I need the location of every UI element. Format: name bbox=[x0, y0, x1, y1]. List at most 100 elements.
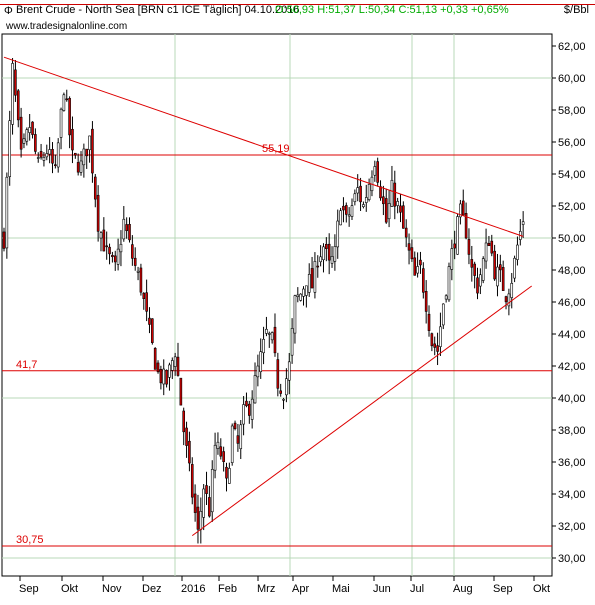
candle-body-60 bbox=[173, 356, 177, 367]
x-tick-label-2: Nov bbox=[102, 583, 122, 595]
candle-body-42 bbox=[122, 218, 126, 240]
candle-body-126 bbox=[362, 204, 365, 207]
candle-body-29 bbox=[85, 148, 89, 157]
candle-body-159 bbox=[456, 216, 459, 255]
candle-body-81 bbox=[233, 422, 237, 429]
candle-body-145 bbox=[416, 266, 419, 274]
candle-body-22 bbox=[65, 98, 69, 101]
y-tick-label-4: 38,00 bbox=[558, 425, 586, 437]
candle-body-88 bbox=[253, 375, 257, 404]
plot-frame bbox=[1, 33, 553, 577]
candle-body-94 bbox=[270, 332, 274, 341]
x-tick-label-4: 2016 bbox=[181, 583, 205, 595]
candle-body-28 bbox=[82, 148, 86, 166]
candle-body-162 bbox=[464, 213, 468, 239]
level-label-2: 30,75 bbox=[16, 534, 44, 546]
candle-body-91 bbox=[262, 338, 265, 354]
y-tick-label-9: 48,00 bbox=[558, 265, 586, 277]
candle-body-111 bbox=[319, 256, 322, 263]
candle-body-30 bbox=[88, 135, 91, 151]
candle-body-7 bbox=[22, 138, 26, 144]
candle-body-85 bbox=[245, 400, 248, 407]
candle-body-171 bbox=[490, 240, 494, 254]
candle-body-178 bbox=[510, 283, 514, 298]
candle-body-57 bbox=[165, 369, 168, 385]
candle-body-78 bbox=[225, 466, 228, 479]
candle-body-133 bbox=[382, 196, 385, 205]
y-tick-label-14: 58,00 bbox=[558, 105, 586, 117]
candle-body-109 bbox=[313, 261, 317, 293]
candle-body-95 bbox=[273, 326, 277, 354]
candle-body-83 bbox=[239, 424, 243, 450]
candle-body-146 bbox=[419, 259, 422, 266]
candle-body-143 bbox=[410, 247, 414, 260]
candle-body-33 bbox=[96, 194, 100, 232]
x-tick-label-1: Okt bbox=[61, 583, 78, 595]
candle-body-49 bbox=[142, 292, 146, 299]
level-label-1: 41,7 bbox=[16, 359, 37, 371]
candle-body-161 bbox=[461, 200, 465, 216]
candle-body-108 bbox=[310, 268, 314, 289]
candle-body-172 bbox=[493, 250, 496, 280]
candle-body-17 bbox=[51, 149, 54, 164]
candle-body-90 bbox=[259, 351, 263, 373]
candle-body-70 bbox=[202, 488, 205, 518]
candle-body-130 bbox=[373, 166, 377, 176]
y-tick-label-5: 40,00 bbox=[558, 393, 586, 405]
y-tick-label-15: 60,00 bbox=[558, 73, 586, 85]
candle-body-44 bbox=[128, 223, 131, 241]
candle-body-36 bbox=[105, 245, 108, 248]
candle-body-80 bbox=[230, 425, 234, 463]
candle-body-114 bbox=[327, 243, 331, 261]
candle-body-45 bbox=[131, 244, 134, 259]
candle-body-103 bbox=[296, 294, 300, 297]
candle-body-5 bbox=[16, 90, 20, 121]
candle-body-69 bbox=[199, 510, 203, 530]
candle-body-62 bbox=[179, 377, 183, 406]
candle-body-107 bbox=[307, 274, 311, 293]
candle-body-151 bbox=[433, 343, 437, 348]
candle-body-113 bbox=[325, 243, 328, 250]
candle-body-39 bbox=[113, 255, 117, 263]
candle-body-106 bbox=[305, 285, 308, 296]
candle-body-174 bbox=[499, 264, 502, 271]
candle-body-131 bbox=[376, 161, 379, 183]
candle-body-152 bbox=[436, 345, 439, 352]
candle-body-15 bbox=[45, 153, 49, 158]
candle-body-4 bbox=[14, 69, 17, 96]
candle-body-163 bbox=[467, 239, 471, 255]
candle-body-84 bbox=[242, 404, 245, 425]
candle-body-175 bbox=[501, 267, 505, 291]
candle-body-93 bbox=[267, 333, 271, 335]
candle-body-34 bbox=[99, 232, 103, 239]
candle-body-77 bbox=[222, 451, 225, 463]
x-tick-label-11: Aug bbox=[453, 583, 473, 595]
candle-body-122 bbox=[350, 205, 354, 217]
unit-label: $/Bbl bbox=[563, 4, 589, 16]
candle-body-169 bbox=[484, 242, 488, 262]
x-tick-label-8: Mai bbox=[332, 583, 350, 595]
candle-body-168 bbox=[481, 258, 485, 281]
candle-body-112 bbox=[322, 246, 325, 261]
candle-body-10 bbox=[31, 121, 34, 135]
candle-body-121 bbox=[347, 214, 351, 217]
candle-body-87 bbox=[250, 398, 254, 420]
candle-body-138 bbox=[396, 201, 399, 206]
candle-body-8 bbox=[25, 129, 29, 142]
candle-body-99 bbox=[285, 378, 288, 396]
candle-body-53 bbox=[153, 348, 157, 370]
y-tick-label-3: 36,00 bbox=[558, 457, 586, 469]
candle-body-50 bbox=[145, 292, 148, 312]
candle-body-158 bbox=[453, 243, 456, 249]
candle-body-46 bbox=[133, 257, 137, 266]
candle-body-97 bbox=[279, 390, 282, 394]
x-tick-label-0: Sep bbox=[19, 583, 39, 595]
candle-body-19 bbox=[56, 142, 60, 168]
candle-body-56 bbox=[162, 368, 166, 385]
candle-body-166 bbox=[476, 277, 479, 294]
candle-body-182 bbox=[521, 221, 525, 225]
candle-body-47 bbox=[136, 270, 140, 273]
candle-body-128 bbox=[367, 184, 371, 200]
candle-body-65 bbox=[188, 440, 191, 464]
candle-body-148 bbox=[424, 291, 428, 312]
